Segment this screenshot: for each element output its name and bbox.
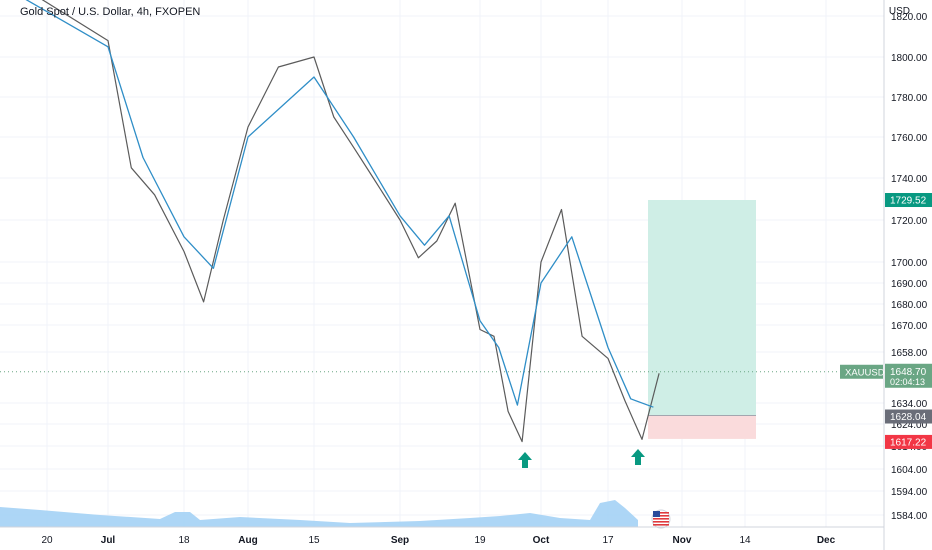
x-tick-label: Oct xyxy=(533,535,550,546)
y-tick-label: 1720.00 xyxy=(891,216,928,227)
entry-price-label: 1628.04 xyxy=(890,412,927,423)
x-tick-label: 20 xyxy=(41,535,53,546)
time-axis[interactable]: 20 Jul 18 Aug 15 Sep 19 Oct 17 Nov 14 Dec xyxy=(0,526,884,546)
x-tick-label: Nov xyxy=(673,535,692,546)
y-tick-label: 1658.00 xyxy=(891,348,928,359)
entry-price-label-bg xyxy=(885,409,932,424)
currency-label: USD xyxy=(888,6,910,17)
symbol-label: XAUUSD xyxy=(845,367,885,378)
x-tick-label: 18 xyxy=(178,535,190,546)
y-tick-label: 1670.00 xyxy=(891,321,928,332)
symbol-label-bg xyxy=(840,364,883,379)
x-tick-label: 14 xyxy=(739,535,751,546)
y-tick-label: 1690.00 xyxy=(891,279,928,290)
y-tick-label: 1680.00 xyxy=(891,300,928,311)
profit-zone xyxy=(648,200,756,416)
x-tick-label: Jul xyxy=(101,535,116,546)
target-price-label: 1729.52 xyxy=(890,196,927,207)
flag-stripe xyxy=(653,521,669,523)
price-series xyxy=(25,0,660,443)
y-tick-label: 1700.00 xyxy=(891,258,928,269)
flag-stripe xyxy=(653,524,669,526)
y-tick-label: 1594.00 xyxy=(891,487,928,498)
stop-price-label: 1617.22 xyxy=(890,437,927,448)
up-arrow-icon xyxy=(518,452,532,468)
x-tick-label: Aug xyxy=(238,535,257,546)
flag-canton xyxy=(653,511,660,517)
current-price-bg xyxy=(885,363,932,388)
flag-stripe xyxy=(653,512,669,514)
flag-stripe xyxy=(653,518,669,520)
target-price-label-bg xyxy=(885,193,932,208)
x-tick-label: 15 xyxy=(308,535,320,546)
current-price-label: 1648.70 xyxy=(890,367,927,378)
y-tick-label: 1604.00 xyxy=(891,465,928,476)
x-tick-label: 19 xyxy=(474,535,486,546)
x-tick-label: 17 xyxy=(602,535,614,546)
y-tick-label: 1780.00 xyxy=(891,93,928,104)
volume-area-shape xyxy=(0,500,638,527)
countdown-label: 02:04:13 xyxy=(890,377,925,387)
chart-title: Gold Spot / U.S. Dollar, 4h, FXOPEN xyxy=(20,6,201,18)
long-position-tool[interactable] xyxy=(0,200,884,439)
y-tick-label: 1634.00 xyxy=(891,399,928,410)
y-tick-label: 1624.00 xyxy=(891,420,928,431)
price-line xyxy=(41,0,660,443)
y-tick-label: 1800.00 xyxy=(891,53,928,64)
stop-price-label-bg xyxy=(885,434,932,449)
x-tick-label: Dec xyxy=(817,535,836,546)
flag-stripe xyxy=(653,515,669,517)
loss-zone xyxy=(648,415,756,439)
y-tick-label: 1820.00 xyxy=(891,12,928,23)
y-tick-label: 1584.00 xyxy=(891,511,928,522)
y-tick-label: 1760.00 xyxy=(891,133,928,144)
volume-area xyxy=(0,500,638,527)
up-arrow-icon xyxy=(631,449,645,465)
arrow-markers xyxy=(518,449,645,468)
x-tick-label: Sep xyxy=(391,535,409,546)
moving-average-line xyxy=(25,0,654,408)
price-axis[interactable]: 1584.001594.001604.001614.001624.001634.… xyxy=(883,0,928,550)
us-flag-icon[interactable] xyxy=(651,509,671,529)
y-tick-label: 1740.00 xyxy=(891,174,928,185)
